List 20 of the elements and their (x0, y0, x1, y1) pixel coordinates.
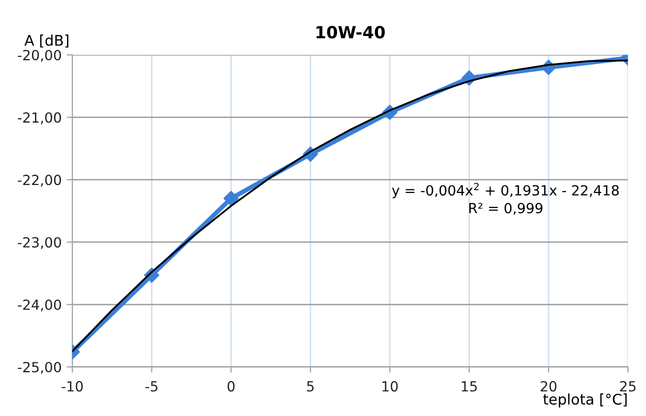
x-tick-label: 5 (307, 381, 314, 392)
x-tick-label: 25 (620, 381, 636, 392)
y-tick-label: -20,00 (18, 50, 62, 62)
annotation: y = -0,004x$^{2}$ + 0,1931x - 22,418 (392, 182, 619, 198)
x-tick-label: 20 (540, 381, 556, 392)
y-tick-label: -22,00 (18, 174, 62, 187)
y-tick-label: -21,00 (18, 112, 62, 124)
annotation: R² = 0,999 (469, 202, 542, 215)
x-axis-title: teplota [°C] (543, 393, 627, 408)
x-tick-label: -10 (62, 381, 83, 392)
x-tick-label: -5 (145, 381, 158, 392)
y-tick-label: -23,00 (18, 237, 62, 250)
y-tick-label: -25,00 (18, 362, 62, 374)
y-axis-title: A [dB] (24, 34, 68, 48)
x-tick-label: 15 (462, 381, 477, 392)
x-tick-label: 0 (228, 381, 235, 392)
point (224, 190, 239, 206)
x-tick-label: 10 (382, 381, 398, 392)
chart-title: 10W-40 (316, 26, 385, 38)
y-tick-label: -24,00 (18, 299, 62, 312)
